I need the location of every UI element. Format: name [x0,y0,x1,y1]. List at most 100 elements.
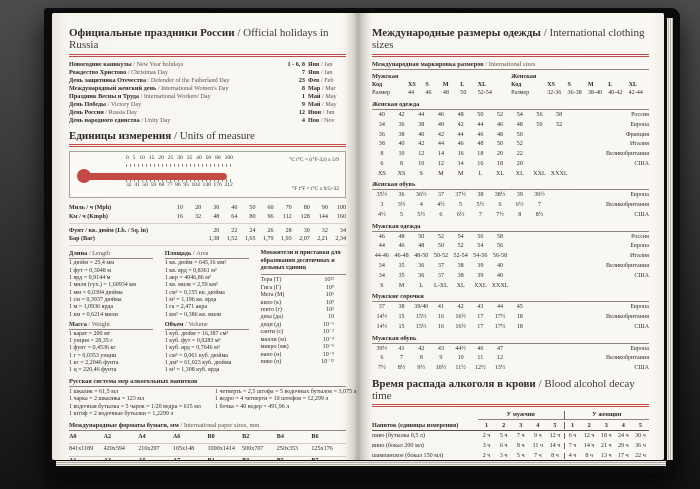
size-value [549,202,569,209]
alcohol-header-spacer [372,411,478,420]
prefix-value: 10⁶ [325,292,334,299]
size-value: 39 [477,263,484,270]
measure-value: 2,21 [317,236,328,243]
alco-measure: 1 водочная бутылка = 5 чарок = 1/20 ведр… [69,403,201,410]
prefix-value: 10⁻¹² [321,359,334,366]
paper-format-label: B2 [242,433,277,445]
alcohol-hours-women: 6 ч [563,433,581,440]
size-value [530,283,550,290]
size-value: 16½ [455,314,466,321]
size-value [530,132,550,139]
holiday-month-en: / Nov [319,117,335,125]
fahrenheit-tick: 41 [134,182,140,189]
prefix-row: кило (к) 10³ [261,300,346,307]
prefix-row: дека (да) 10 [261,314,346,321]
prefixes-title: Множители и приставки для образования де… [260,250,346,276]
size-value: 35 [398,273,405,280]
marking-code: L [460,81,465,88]
prefix-name: Тера (Т) [260,277,282,284]
size-region: Италия [629,141,649,148]
size-value: XXXL [491,283,509,290]
size-value: 35½ [376,192,388,199]
prefix-row: милли (м) 10⁻³ [261,337,346,344]
size-value: 12 [418,151,425,158]
pressure-conversion-table: Фунт / кв. дюйм (Lb. / Sq. in) 20 22 24 26 28… [69,226,346,247]
size-value: 17 [477,314,484,321]
size-value: 50-52 [433,253,449,260]
size-value: 18 [516,314,523,321]
length-item: 1 миля (сух.) = 1,60934 км [69,282,136,289]
title-separator: / [535,377,545,390]
alcohol-drink: пиво (бутылка 0,5 л) [372,433,425,440]
conv-col-3: Множители и приставки для образования де… [260,248,346,374]
size-table-title: Мужские сорочки [372,293,649,303]
size-value: 46 [378,233,385,240]
paper-format-label: B5 [277,457,312,460]
fahrenheit-tick: 104 [191,182,200,189]
measure-value: 10 [177,205,184,212]
title-separator: / [178,421,184,429]
measure-value: 160 [336,213,346,220]
size-value: 56 [536,111,543,118]
alcohol-hours-men: 11 ч [532,443,544,450]
holiday-name-ru: Рождество Христово [69,68,127,76]
holiday-month: Ноя / Nov [308,117,346,125]
marking-size-label: Размер [511,90,530,97]
prefix-value: 10⁻³ [323,336,334,343]
alcohol-hours-men: 8 ч [516,443,525,450]
size-value [549,141,569,148]
fahrenheit-formula: °F t°F = t°C x 9/5+32 [292,186,339,193]
size-value: 34 [378,121,385,128]
size-value: 9 [439,355,443,362]
size-region: Великобритания [606,151,649,158]
celsius-tick: 80 [215,155,221,162]
alcohol-hours-women: 14 ч [583,443,595,450]
holiday-name: Праздник Весны и Труда / International W… [69,93,211,101]
holidays-title: Официальные праздники России / Official … [69,27,346,57]
size-region: Великобритания [606,314,649,321]
area-item: 1 см² = 0,155 кв. дюйма [164,289,225,296]
measure-label: Км / ч (Kmph) [69,213,108,220]
size-value [510,234,530,241]
size-value: 45 [516,304,523,311]
size-value [549,161,569,168]
size-region: Европа [630,192,649,199]
alcohol-hours-men: 2 ч [482,433,491,440]
size-table-grid: 35½ 36 36½ 37 37½ 38 38½ 39 39½ Европа 3 3½ 4 4½ 5 5½ 6 6… [372,192,650,219]
holiday-day: 12 [298,109,305,116]
size-value: 42 [457,304,464,311]
prefix-value: 10⁻¹ [323,321,334,328]
holiday-date: 9 Май / May [279,101,346,109]
measure-value [183,235,201,243]
marking-size: 52-54 [477,90,492,97]
paper-format-size: 420x594 [103,444,139,457]
holiday-row: Международный женский день / Internation… [69,85,346,93]
holiday-month: Мар / Mar [308,85,346,93]
size-value: 43 [477,304,484,311]
size-region: США [634,324,649,331]
paper-format-label: A1 [69,457,104,460]
size-table-grid: 46 48 50 52 54 56 58 Россия 44 46 48 50 52 54 56 Европа… [372,234,649,291]
marking-code: XL [628,81,638,88]
size-value: 54-56 [473,253,488,260]
marking-title-ru: Международная маркировка размеров [372,60,484,68]
size-value [530,253,550,260]
size-value: 14 [437,151,444,158]
marking-size: 40-42 [608,90,623,97]
measure-value: 80 [249,213,256,220]
size-value [530,365,550,372]
measure-value: 30 [213,205,220,212]
prefix-name: Гига (Г) [260,284,282,291]
size-value [530,141,550,148]
holiday-date: 12 Июн / Jun [279,109,346,117]
measure-value: 16 [177,213,184,220]
length-item: 1 дюйм = 25,4 мм [69,260,115,267]
size-value: 13½ [494,365,506,372]
alcohol-hours-women: 29 ч [618,443,629,450]
volume-item: 1 куб. дюйм = 16,387 см³ [164,330,229,337]
marking-size: 32-36 [547,90,562,97]
prefix-name: санти (с) [260,329,284,336]
holiday-name: Международный женский день / Internation… [69,85,229,93]
alcohol-hours-women: 8 ч [585,453,593,460]
size-value [549,314,569,321]
